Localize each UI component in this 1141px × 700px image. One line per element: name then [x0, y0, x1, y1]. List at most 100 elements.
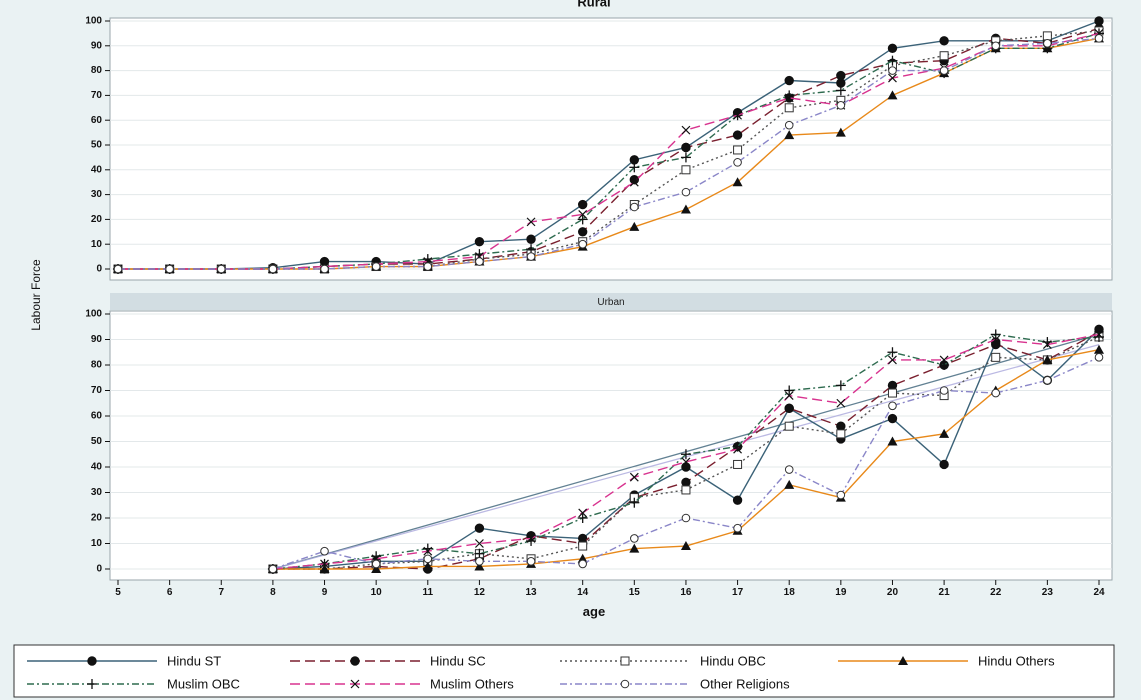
point-muslim-others-b [733, 110, 743, 120]
point-other-religions [578, 559, 587, 569]
point-other-religions [733, 523, 742, 533]
point-hindu-sc [991, 339, 1001, 350]
point-other-religions [836, 101, 846, 110]
series-line-hindu-st [118, 20, 1100, 270]
point-muslim-others-b [681, 125, 691, 135]
point-other-religions [681, 513, 691, 523]
point-muslim-obc [680, 152, 691, 163]
point-hindu-sc [681, 477, 691, 487]
legend-label-hindu-obc: Hindu OBC [700, 653, 766, 668]
series-line-hindu-sc [118, 27, 1100, 270]
panel-title-top: Rural [577, 0, 610, 9]
x-tick-label: 7 [218, 587, 224, 598]
point-hindu-others [784, 130, 795, 140]
point-muslim-others [320, 559, 329, 569]
x-tick-label: 13 [525, 587, 537, 598]
y-axis-label: Labour Force [29, 259, 43, 331]
x-tick-label: 20 [887, 587, 899, 598]
point-hindu-others [887, 90, 898, 100]
legend-label-hindu-st: Hindu ST [167, 653, 221, 668]
series-line-muslim-obc [118, 32, 1100, 270]
legend-box [13, 644, 1115, 698]
point-muslim-others-b [888, 355, 897, 365]
point-other-religions [526, 557, 536, 566]
point-other-religions [320, 264, 329, 274]
point-hindu-st [784, 75, 794, 86]
point-muslim-others [939, 355, 949, 365]
point-other-religions [1094, 34, 1104, 43]
x-tick-label: 17 [732, 587, 744, 598]
series-line-muslim-obc [272, 333, 1100, 570]
series-other-religions [268, 353, 1104, 574]
point-other-religions [475, 557, 484, 566]
point-hindu-sc [887, 380, 898, 391]
point-hindu-others [680, 204, 691, 214]
y-tick-label: 20 [91, 513, 103, 524]
point-hindu-others [629, 221, 640, 231]
point-muslim-others [888, 355, 897, 365]
legend-label-hindu-sc: Hindu SC [430, 653, 486, 668]
point-other-religions [784, 120, 794, 130]
point-muslim-others-b [991, 335, 1001, 344]
series-line-muslim-others [118, 32, 1100, 270]
point-muslim-obc [577, 214, 588, 225]
y-tick-label: 70 [91, 90, 103, 101]
point-other-religions [939, 386, 949, 395]
point-hindu-sc [784, 403, 794, 414]
point-hindu-obc [681, 165, 691, 175]
point-other-religions [216, 264, 226, 274]
x-tick-label: 12 [474, 587, 486, 598]
point-muslim-others [888, 73, 897, 83]
point-hindu-others [1094, 344, 1104, 354]
point-other-religions [320, 546, 329, 556]
y-tick-label: 30 [91, 487, 103, 498]
legend-label-muslim-obc: Muslim OBC [167, 676, 240, 691]
point-muslim-obc [887, 347, 898, 358]
y-tick-label: 100 [85, 309, 102, 320]
point-muslim-others-b [526, 217, 536, 227]
x-tick-label: 5 [115, 587, 121, 598]
point-hindu-sc [577, 227, 588, 237]
point-hindu-others [422, 561, 433, 571]
legend-item-hindu-others: Hindu Others [838, 653, 1055, 668]
y-tick-label: 20 [91, 214, 103, 225]
point-other-religions [888, 66, 897, 75]
legend-marker-hindu-obc [620, 656, 630, 666]
y-tick-label: 10 [91, 538, 103, 549]
point-other-religions [1094, 353, 1104, 362]
x-tick-label: 10 [371, 587, 383, 598]
point-hindu-obc [733, 145, 743, 155]
legend-label-hindu-others: Hindu Others [978, 653, 1055, 668]
point-hindu-st [887, 43, 898, 53]
point-muslim-obc [835, 380, 846, 391]
x-tick-label: 6 [167, 587, 173, 598]
panel-title-urban: Urban [597, 297, 624, 308]
point-hindu-obc [939, 51, 949, 61]
point-hindu-obc [733, 459, 743, 469]
point-muslim-others [681, 125, 691, 135]
point-other-religions [113, 264, 123, 274]
point-other-religions [423, 554, 433, 564]
point-muslim-others [474, 539, 484, 548]
point-hindu-others [629, 543, 640, 553]
x-tick-label: 23 [1042, 587, 1054, 598]
x-tick-label: 15 [629, 587, 641, 598]
point-hindu-sc [732, 130, 743, 140]
point-hindu-sc [681, 142, 691, 153]
y-tick-label: 90 [91, 40, 103, 51]
point-other-religions [526, 252, 536, 261]
point-muslim-others [526, 217, 536, 227]
y-tick-label: 50 [91, 436, 103, 447]
point-other-religions [371, 262, 381, 271]
y-tick-label: 0 [96, 264, 102, 275]
point-muslim-obc [629, 162, 640, 173]
point-muslim-obc [629, 497, 640, 508]
point-muslim-others [733, 110, 743, 120]
series-other-religions [113, 34, 1104, 274]
point-other-religions [630, 202, 639, 212]
x-axis: 5 6 7 8 9 10 11 12 13 14 15 16 17 18 19 20 21 22 23 24 [115, 580, 1105, 598]
point-hindu-obc [991, 352, 1001, 362]
legend: Hindu ST Hindu SC Hindu OBC Hindu Others Mus… [13, 644, 1115, 698]
point-hindu-st [577, 199, 588, 210]
point-hindu-others [887, 436, 898, 446]
